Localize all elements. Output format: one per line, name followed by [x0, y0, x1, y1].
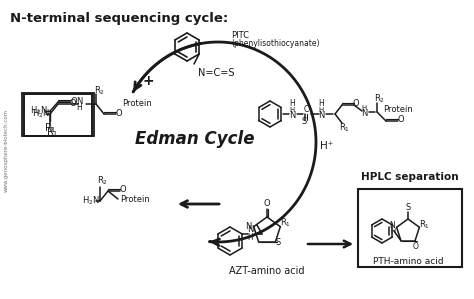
Text: H$_2$N: H$_2$N — [82, 195, 100, 207]
Text: O: O — [413, 242, 419, 251]
Text: N: N — [247, 225, 253, 234]
Text: H$_2$N: H$_2$N — [30, 105, 48, 117]
Text: Protein: Protein — [120, 195, 150, 204]
Text: C: C — [303, 106, 309, 115]
Text: R$_1$: R$_1$ — [44, 121, 56, 135]
Bar — [358, 189, 462, 267]
Text: PTH-amino acid: PTH-amino acid — [373, 257, 443, 266]
Text: S: S — [275, 238, 281, 247]
Text: (phenylisothiocyanate): (phenylisothiocyanate) — [231, 39, 319, 48]
Text: N-terminal sequencing cycle:: N-terminal sequencing cycle: — [10, 12, 228, 25]
Text: H: H — [289, 107, 295, 113]
Text: R$_1$: R$_1$ — [280, 216, 291, 229]
Text: N: N — [361, 109, 367, 118]
Text: O: O — [398, 115, 404, 123]
Text: H⁺: H⁺ — [320, 141, 333, 151]
Text: O: O — [120, 185, 126, 195]
Text: Edman Cycle: Edman Cycle — [135, 130, 255, 148]
Text: H: H — [361, 105, 366, 111]
Text: N: N — [390, 221, 395, 230]
Text: S: S — [301, 118, 307, 126]
Text: O: O — [116, 109, 122, 118]
Text: R$_2$: R$_2$ — [94, 85, 106, 97]
Text: N=C=S: N=C=S — [198, 68, 235, 78]
Text: N: N — [76, 97, 82, 106]
Bar — [24, 94, 92, 136]
Text: R$_1$: R$_1$ — [46, 125, 58, 139]
Text: O: O — [353, 98, 359, 108]
Text: N: N — [289, 111, 295, 120]
Text: O: O — [70, 98, 76, 108]
Text: N: N — [318, 111, 324, 120]
Text: R$_1$: R$_1$ — [419, 218, 430, 231]
Text: +: + — [142, 74, 154, 88]
Text: Protein: Protein — [383, 104, 413, 114]
Text: HPLC separation: HPLC separation — [361, 172, 459, 182]
Text: PITC: PITC — [231, 31, 249, 40]
Text: www.genosphere-biotech.com: www.genosphere-biotech.com — [3, 108, 9, 192]
Text: R$_1$: R$_1$ — [339, 122, 350, 134]
Text: R$_2$: R$_2$ — [374, 93, 385, 105]
Text: H: H — [289, 100, 295, 109]
Text: O: O — [71, 97, 77, 106]
Text: H: H — [76, 103, 82, 112]
Text: H$_2$N: H$_2$N — [32, 108, 50, 120]
Text: N: N — [246, 222, 252, 231]
Text: Protein: Protein — [122, 100, 152, 109]
Text: H: H — [318, 100, 324, 109]
Bar — [22, 93, 94, 136]
Text: R$_2$: R$_2$ — [98, 175, 109, 187]
Text: AZT-amino acid: AZT-amino acid — [229, 266, 305, 276]
Text: H: H — [247, 234, 253, 242]
Text: O: O — [264, 199, 270, 208]
Text: H: H — [390, 228, 395, 234]
Text: S: S — [405, 202, 410, 211]
Text: H: H — [319, 107, 324, 113]
